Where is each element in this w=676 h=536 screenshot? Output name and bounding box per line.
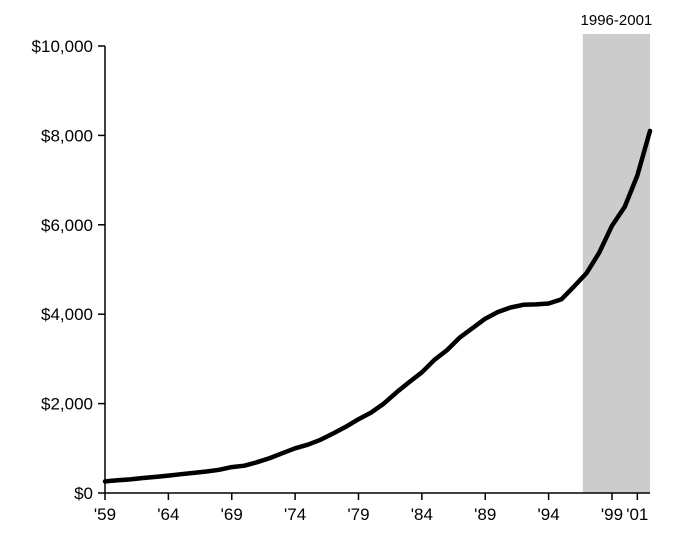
y-tick-label: $2,000 [41, 395, 93, 414]
y-axis-ticks: $0 $2,000 $4,000 $6,000 $8,000 $10,000 [32, 37, 105, 503]
series-line [102, 128, 653, 484]
x-axis-ticks: '59 '64 '69 '74 '79 '84 '89 '94 '99'01 [94, 493, 648, 524]
y-tick-label: $4,000 [41, 305, 93, 324]
y-tick-label: $8,000 [41, 126, 93, 145]
x-tick-label: '74 [284, 505, 306, 524]
x-tick-label: '79 [347, 505, 369, 524]
x-tick-label: '01 [626, 505, 648, 524]
y-tick-label: $10,000 [32, 37, 93, 56]
x-tick-label: '99 [601, 505, 623, 524]
shaded-period-label: 1996-2001 [581, 12, 653, 29]
x-tick-label: '84 [411, 505, 433, 524]
x-tick-label: '64 [157, 505, 179, 524]
series-layer [102, 128, 653, 484]
x-tick-label: '94 [538, 505, 560, 524]
y-tick-label: $6,000 [41, 216, 93, 235]
x-tick-label: '59 [94, 505, 116, 524]
x-tick-label: '69 [221, 505, 243, 524]
y-tick-label: $0 [74, 484, 93, 503]
x-tick-label: '89 [474, 505, 496, 524]
